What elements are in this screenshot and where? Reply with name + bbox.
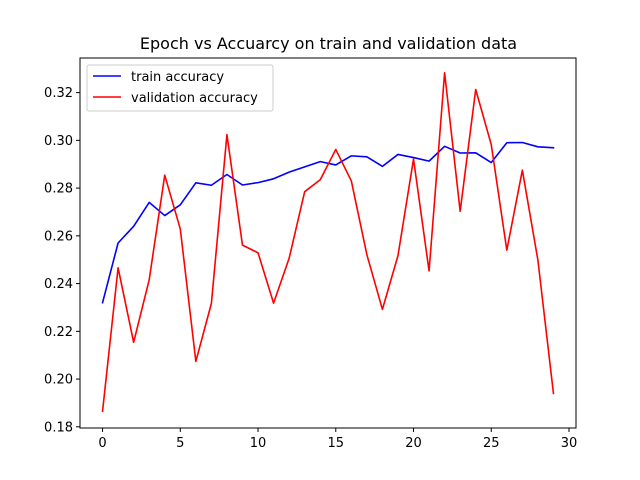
y-tick-label: 0.30 [44, 134, 73, 149]
plot-area [101, 72, 555, 413]
chart-title: Epoch vs Accuarcy on train and validatio… [140, 34, 517, 53]
x-tick-label: 0 [98, 436, 106, 451]
legend: train accuracy validation accuracy [86, 64, 274, 112]
legend-label-validation: validation accuracy [131, 91, 258, 106]
legend-label-train: train accuracy [131, 70, 224, 85]
y-tick-label: 0.18 [44, 420, 73, 435]
x-tick-label: 30 [561, 436, 578, 451]
series-line-validation-accuracy [101, 72, 555, 413]
series-line-train-accuracy [101, 141, 555, 304]
legend-box [86, 64, 274, 112]
axes-frame [79, 57, 577, 429]
y-tick-label: 0.22 [44, 325, 73, 340]
y-tick-label: 0.26 [44, 229, 73, 244]
x-tick-label: 25 [483, 436, 500, 451]
axes: 0 5 10 15 20 25 30 0.18 0.20 0.22 0.24 0.26 0.28 0.30… [44, 86, 577, 451]
y-tick-label: 0.24 [44, 277, 73, 292]
x-tick-label: 10 [250, 436, 267, 451]
y-tick-label: 0.20 [44, 373, 73, 388]
x-tick-label: 15 [328, 436, 345, 451]
y-tick-label: 0.28 [44, 182, 73, 197]
y-tick-label: 0.32 [44, 86, 73, 101]
x-tick-label: 5 [176, 436, 184, 451]
x-tick-label: 20 [405, 436, 422, 451]
